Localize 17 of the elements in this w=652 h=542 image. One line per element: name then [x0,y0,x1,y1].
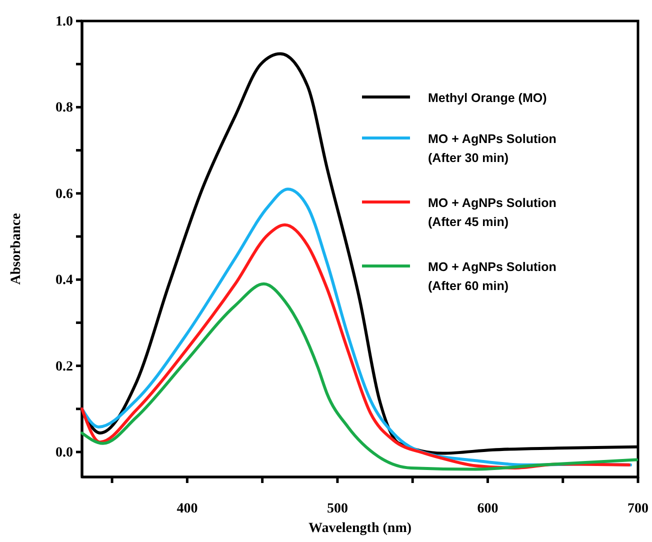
x-axis-title: Wavelength (nm) [308,521,412,536]
legend-label: Methyl Orange (MO) [428,91,547,105]
y-tick-label: 0.6 [56,186,73,202]
y-tick-label: 0.0 [56,445,73,460]
line-series [80,282,638,471]
x-tick-label: 600 [477,502,498,517]
legend-label: MO + AgNPs Solution (After 45 min) [428,196,556,229]
legend-label: MO + AgNPs Solution (After 30 min) [428,132,556,165]
y-axis-title: Absorbance [9,213,24,285]
y-tick-label: 0.4 [56,273,73,288]
x-tick-label: 500 [326,502,348,517]
y-tick-label: 0.8 [56,100,73,116]
y-tick-label: 1.0 [56,14,73,30]
y-tick-label: 0.2 [56,359,73,374]
x-tick-label: 700 [628,502,648,517]
x-tick-label: 400 [176,502,198,517]
legend-label: MO + AgNPs Solution (After 60 min) [428,260,556,293]
